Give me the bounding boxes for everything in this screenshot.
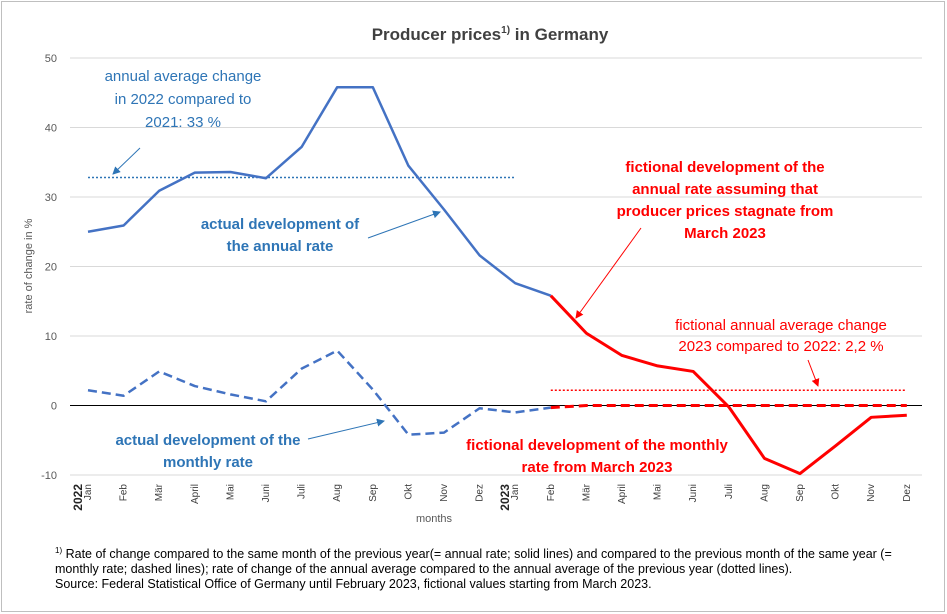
svg-text:actual development of the: actual development of the — [115, 432, 300, 449]
svg-text:in 2022 compared to: in 2022 compared to — [115, 91, 252, 108]
x-tick-label: Sep — [368, 484, 379, 502]
x-tick-label: Juli — [724, 484, 735, 499]
x-tick-label: Aug — [759, 484, 770, 502]
footnote-line-1: Rate of change compared to the same mont… — [62, 547, 892, 562]
y-tick-label: 0 — [51, 401, 57, 413]
annotation-avg-2022: annual average change in 2022 compared t… — [105, 68, 262, 175]
svg-text:actual development of: actual development of — [201, 216, 360, 233]
svg-text:2021: 33 %: 2021: 33 % — [145, 114, 221, 131]
x-tick-label: Nov — [439, 484, 450, 502]
y-tick-label: 40 — [45, 123, 57, 135]
series-line-fictional_monthly — [550, 404, 907, 410]
year-label: 2022 — [71, 484, 85, 511]
series-line-actual_annual — [87, 85, 552, 297]
x-tick-label: Juni — [688, 484, 699, 502]
x-tick-label: Mär — [154, 483, 165, 501]
x-tick-label: Dez — [475, 484, 486, 502]
svg-text:fictional development of the m: fictional development of the monthly — [466, 437, 728, 454]
svg-text:2023 compared to 2022: 2,2 %: 2023 compared to 2022: 2,2 % — [678, 338, 883, 355]
reference-lines — [88, 176, 907, 391]
x-tick-label: Okt — [831, 484, 842, 500]
y-axis-ticks: -10 0 10 20 30 40 50 — [41, 53, 57, 482]
x-axis-label: months — [416, 513, 453, 525]
svg-text:annual average change: annual average change — [105, 68, 262, 85]
x-tick-label: Jan — [83, 484, 94, 500]
y-tick-label: -10 — [41, 470, 57, 482]
x-tick-label: Aug — [332, 484, 343, 502]
x-tick-label: Feb — [546, 484, 557, 502]
svg-text:fictional development of the: fictional development of the — [625, 159, 824, 176]
series-line-fictional_annual — [549, 294, 907, 476]
x-tick-label: Mai — [225, 484, 236, 500]
year-label: 2023 — [498, 484, 512, 511]
year-labels: 2022 2023 — [71, 484, 512, 511]
y-axis-label: rate of change in % — [23, 218, 35, 313]
y-tick-label: 50 — [45, 53, 57, 65]
x-tick-label: April — [617, 484, 628, 504]
y-tick-label: 10 — [45, 331, 57, 343]
y-tick-label: 30 — [45, 192, 57, 204]
annotation-actual-monthly: actual development of the monthly rate — [115, 418, 385, 471]
x-tick-label: Okt — [403, 484, 414, 500]
chart-title: Producer prices1) in Germany — [372, 25, 609, 44]
x-tick-label: Mai — [653, 484, 664, 500]
annotation-fictional-annual: fictional development of the annual rate… — [575, 159, 834, 319]
svg-text:annual rate assuming that: annual rate assuming that — [632, 181, 818, 198]
footnote-line-2: monthly rate; dashed lines); rate of cha… — [55, 562, 793, 577]
footnote-marker: 1) — [55, 546, 63, 555]
x-tick-label: Feb — [119, 484, 130, 502]
x-tick-label: Nov — [866, 484, 877, 502]
x-tick-label: Juni — [261, 484, 272, 502]
x-tick-label: April — [190, 484, 201, 504]
annotation-avg-2023: fictional annual average change 2023 com… — [675, 317, 887, 387]
svg-text:the annual rate: the annual rate — [227, 238, 334, 255]
svg-text:monthly rate: monthly rate — [163, 454, 253, 471]
annotation-actual-annual: actual development of the annual rate — [201, 210, 441, 255]
footnote: 1) Rate of change compared to the same m… — [55, 543, 935, 592]
x-axis-ticks: Jan Feb Mär April Mai Juni Juli Aug Sep Okt Nov Dez… — [83, 483, 913, 504]
svg-text:rate from March 2023: rate from March 2023 — [522, 459, 673, 476]
series-line-actual_monthly — [87, 349, 551, 436]
series-lines — [87, 85, 907, 476]
svg-text:fictional annual average chang: fictional annual average change — [675, 317, 887, 334]
svg-text:producer prices stagnate from: producer prices stagnate from — [617, 203, 834, 220]
svg-text:March 2023: March 2023 — [684, 225, 766, 242]
x-tick-label: Juli — [297, 484, 308, 499]
y-tick-label: 20 — [45, 262, 57, 274]
x-tick-label: Sep — [795, 484, 806, 502]
footnote-line-3: Source: Federal Statistical Office of Ge… — [55, 577, 652, 592]
x-tick-label: Dez — [902, 484, 913, 502]
x-tick-label: Jan — [510, 484, 521, 500]
annotation-fictional-monthly: fictional development of the monthly rat… — [466, 437, 728, 476]
x-tick-label: Mär — [581, 483, 592, 501]
